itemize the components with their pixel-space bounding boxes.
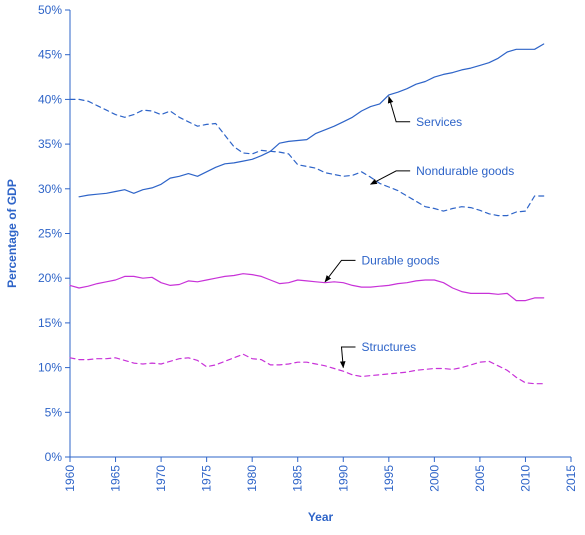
x-tick-label: 2010 bbox=[518, 465, 532, 492]
y-tick-label: 0% bbox=[45, 450, 63, 464]
y-tick-label: 5% bbox=[45, 405, 63, 419]
annotation-layer: Services Nondurable goods Durable goods Str… bbox=[324, 96, 514, 369]
y-tick-label: 20% bbox=[38, 271, 62, 285]
x-tick-label: 1965 bbox=[109, 465, 123, 492]
x-tick-label: 1995 bbox=[382, 465, 396, 492]
y-tick-label: 35% bbox=[38, 137, 62, 151]
x-tick-label: 1975 bbox=[200, 465, 214, 492]
x-tick-label: 1985 bbox=[291, 465, 305, 492]
annotation-label-durable-goods: Durable goods bbox=[361, 253, 439, 267]
x-axis-ticks: 1960 1965 1970 1975 1980 1985 1990 1995 2000 2005… bbox=[63, 457, 578, 492]
annotation-label-nondurable-goods: Nondurable goods bbox=[416, 164, 514, 178]
y-tick-label: 50% bbox=[38, 3, 62, 17]
x-tick-label: 1970 bbox=[154, 465, 168, 492]
y-tick-label: 25% bbox=[38, 227, 62, 241]
y-axis-ticks: 0% 5% 10% 15% 20% 25% 30% 35% 40% 45% 50% bbox=[38, 3, 70, 464]
annotation-arrow-structures bbox=[339, 346, 356, 369]
x-tick-label: 1980 bbox=[245, 465, 259, 492]
x-tick-label: 1960 bbox=[63, 465, 77, 492]
y-tick-label: 40% bbox=[38, 92, 62, 106]
x-axis-title: Year bbox=[308, 510, 334, 524]
annotation-arrow-nondurable-goods bbox=[369, 170, 411, 185]
series-layer bbox=[69, 43, 545, 385]
y-tick-label: 30% bbox=[38, 182, 62, 196]
x-tick-label: 2015 bbox=[564, 465, 578, 492]
y-tick-label: 10% bbox=[38, 361, 62, 375]
axes bbox=[69, 10, 571, 458]
series-line-services bbox=[78, 43, 545, 198]
x-tick-label: 2005 bbox=[473, 465, 487, 492]
y-tick-label: 45% bbox=[38, 48, 62, 62]
annotation-arrow-durable-goods bbox=[324, 259, 356, 283]
y-axis-title: Percentage of GDP bbox=[5, 179, 19, 288]
series-line-durable-goods bbox=[69, 273, 545, 302]
series-line-nondurable-goods bbox=[69, 98, 545, 217]
y-tick-label: 15% bbox=[38, 316, 62, 330]
x-tick-label: 2000 bbox=[427, 465, 441, 492]
annotation-arrow-services bbox=[387, 96, 411, 123]
series-line-structures bbox=[69, 353, 545, 385]
annotation-label-services: Services bbox=[416, 115, 462, 129]
x-tick-label: 1990 bbox=[336, 465, 350, 492]
annotation-label-structures: Structures bbox=[361, 340, 416, 354]
